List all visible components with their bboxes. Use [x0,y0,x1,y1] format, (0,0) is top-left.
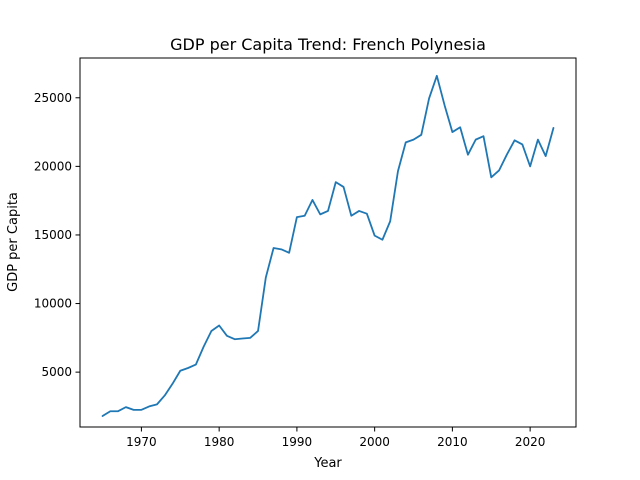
y-tick-label: 10000 [34,297,72,311]
y-tick-label: 25000 [34,91,72,105]
x-tick-label: 2000 [359,435,390,449]
series-line-0 [101,74,555,417]
x-tick-label: 1970 [126,435,157,449]
x-axis: 1970 1980 1990 2000 2010 2020 [126,427,545,449]
y-axis-label: GDP per Capita [6,192,21,292]
x-tick-label: 2020 [515,435,546,449]
y-tick-label: 20000 [34,159,72,173]
y-tick-label: 5000 [41,365,72,379]
x-tick-label: 1980 [204,435,235,449]
x-tick-label: 2010 [437,435,468,449]
x-tick-label: 1990 [282,435,313,449]
x-axis-label: Year [313,456,342,471]
axes-frame [79,57,577,428]
y-axis: 5000 10000 15000 20000 25000 [34,91,80,379]
y-tick-label: 15000 [34,228,72,242]
plot-area [101,74,555,417]
chart-title: GDP per Capita Trend: French Polynesia [170,35,486,54]
